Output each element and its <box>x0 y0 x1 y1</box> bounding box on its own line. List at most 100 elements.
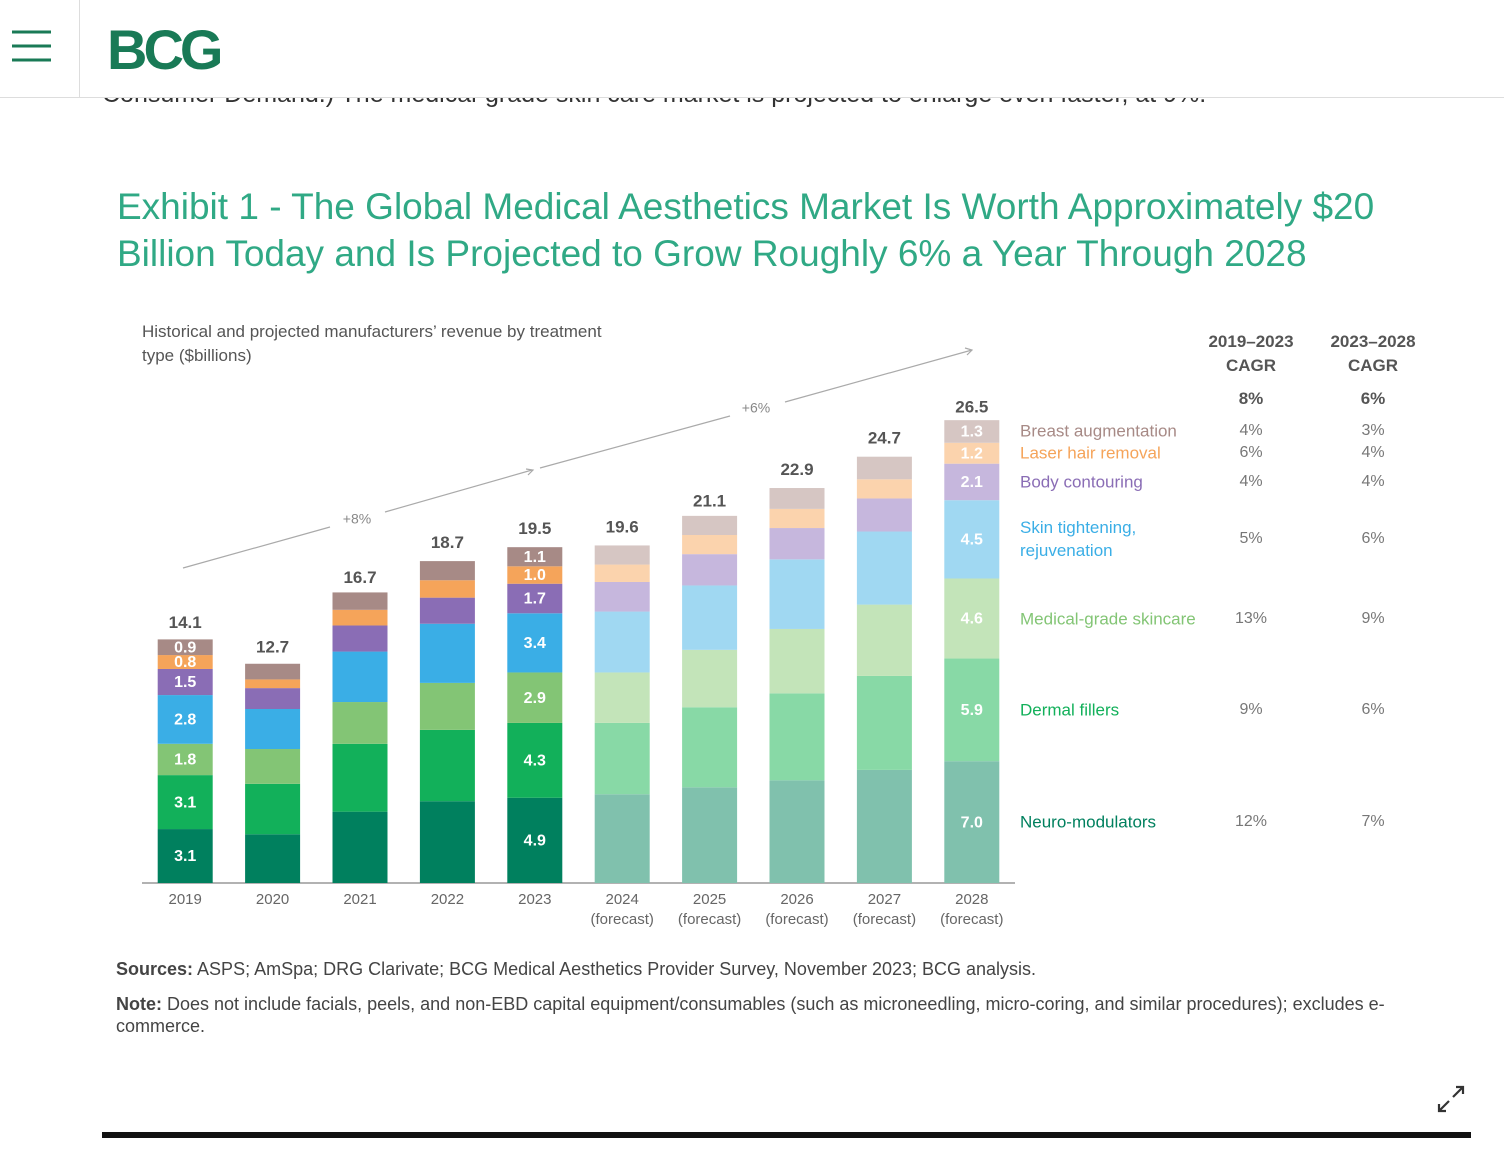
bar-segment <box>594 794 650 883</box>
bar-segment <box>332 625 388 652</box>
value-label: 1.8 <box>174 752 196 769</box>
bar-segment <box>769 559 825 629</box>
bar-segment <box>332 702 388 744</box>
bar-segment <box>157 655 213 669</box>
total-label: 22.9 <box>780 460 813 479</box>
bar-segment <box>419 597 475 624</box>
bar-segment <box>944 442 1000 464</box>
table-cell: 13% <box>1234 609 1268 627</box>
bar-segment <box>419 561 475 581</box>
bar-segment <box>856 456 912 480</box>
legend-label: Skin tightening, rejuvenation <box>1020 518 1137 561</box>
total-label: 24.7 <box>868 429 901 448</box>
bar-segment <box>419 729 475 802</box>
bar-segment <box>769 628 825 694</box>
bar-segment <box>157 829 213 883</box>
bar-segment <box>419 682 475 730</box>
x-tick-label: 2020 <box>256 891 289 908</box>
x-tick-label: 2019 <box>169 891 202 908</box>
annotation: +8% <box>343 511 371 527</box>
legend-label: Body contouring <box>1020 472 1143 492</box>
x-tick-label: 2024 (forecast) <box>591 891 654 928</box>
value-label: 1.1 <box>524 549 546 566</box>
separator <box>102 1132 1471 1138</box>
table-cell: 4% <box>1361 444 1385 462</box>
value-label: 3.4 <box>524 635 546 652</box>
trend-arrow <box>384 469 533 513</box>
bar-segment <box>594 564 650 582</box>
bar-segment <box>507 722 563 798</box>
table-total: 6% <box>1360 389 1386 408</box>
total-label: 16.7 <box>343 568 376 587</box>
value-label: 2.8 <box>174 712 196 729</box>
bar-segment <box>856 675 912 770</box>
bar-segment <box>944 761 1000 883</box>
bar-segment <box>157 668 213 696</box>
bar-segment <box>594 611 650 673</box>
bar-segment <box>856 604 912 676</box>
bar-segment <box>769 693 825 781</box>
trend-arrow <box>182 526 331 569</box>
table-cell: 6% <box>1361 530 1385 548</box>
bar-segment <box>769 780 825 883</box>
value-label: 1.2 <box>961 445 983 462</box>
x-tick-label: 2025 (forecast) <box>678 891 741 928</box>
value-label: 0.8 <box>174 654 196 671</box>
note-label: Note: <box>116 994 162 1014</box>
bar-segment <box>856 498 912 532</box>
legend-label: Dermal fillers <box>1020 700 1120 720</box>
bar-segment <box>682 787 738 883</box>
bar-segment <box>682 554 738 586</box>
bar-segment <box>944 420 1000 443</box>
bar-segment <box>507 797 563 883</box>
bar-segment <box>944 463 1000 501</box>
table-cell: 12% <box>1234 813 1268 831</box>
divider <box>79 0 80 97</box>
sources-text: ASPS; AmSpa; DRG Clarivate; BCG Medical … <box>197 959 1037 979</box>
bar-segment <box>594 722 650 795</box>
expand-button[interactable] <box>1436 1084 1468 1114</box>
bar-segment <box>856 479 912 499</box>
bar-segment <box>332 651 388 703</box>
bar-segment <box>769 528 825 560</box>
table-total: 8% <box>1238 389 1264 408</box>
x-tick-label: 2027 (forecast) <box>853 891 916 928</box>
value-label: 5.9 <box>961 702 983 719</box>
menu-button[interactable] <box>0 0 80 97</box>
bar-segment <box>157 743 213 776</box>
value-label: 4.5 <box>961 532 983 549</box>
bar-segment <box>594 545 650 565</box>
legend-label: Neuro-modulators <box>1020 812 1157 832</box>
x-tick-label: 2022 <box>431 891 464 908</box>
value-label: 1.0 <box>524 567 546 584</box>
bar-segment <box>157 695 213 744</box>
trend-arrow <box>539 415 731 469</box>
legend-label: Breast augmentation <box>1020 421 1177 441</box>
bar-segment <box>769 508 825 529</box>
bar-segment <box>245 783 301 835</box>
legend-label: Laser hair removal <box>1020 443 1161 463</box>
arrow-head <box>964 347 974 356</box>
note: Note: Does not include facials, peels, a… <box>116 993 1456 1037</box>
x-tick-label: 2023 <box>518 891 551 908</box>
table-cell: 3% <box>1361 422 1385 440</box>
bar-segment <box>157 639 213 656</box>
value-label: 2.1 <box>961 474 983 491</box>
bar-segment <box>332 811 388 883</box>
bar-segment <box>944 578 1000 659</box>
x-tick-label: 2028 (forecast) <box>940 891 1003 928</box>
bar-segment <box>332 743 388 812</box>
total-label: 19.5 <box>518 519 551 538</box>
bar-segment <box>682 535 738 555</box>
chart-subtitle: Historical and projected manufacturers’ … <box>142 322 602 365</box>
bar-segment <box>245 663 301 680</box>
value-label: 7.0 <box>961 814 983 831</box>
bar-segment <box>507 566 563 584</box>
trend-arrow <box>784 349 973 403</box>
value-label: 1.7 <box>524 591 546 608</box>
logo[interactable]: BCG <box>107 18 223 81</box>
x-tick-label: 2026 (forecast) <box>765 891 828 928</box>
total-label: 19.6 <box>606 517 639 536</box>
